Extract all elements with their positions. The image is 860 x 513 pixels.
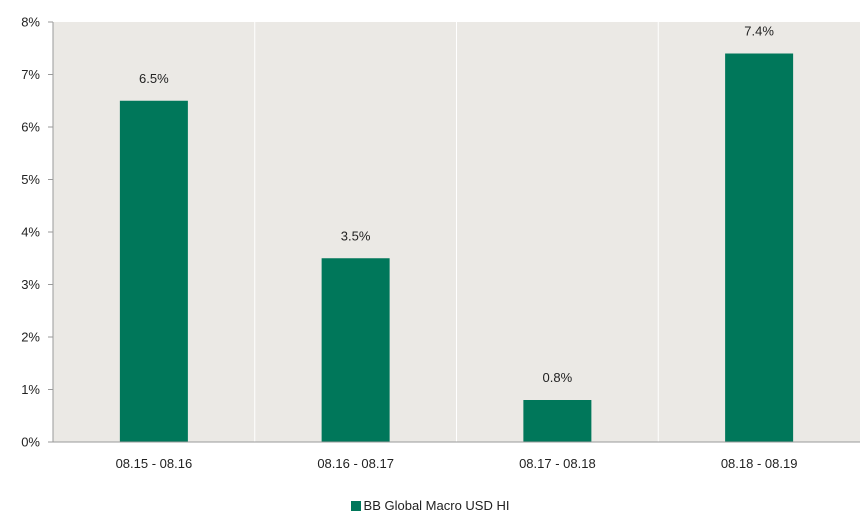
bar [119, 100, 188, 442]
y-tick-label: 8% [21, 15, 40, 30]
bar [725, 53, 794, 442]
y-tick-label: 0% [21, 435, 40, 450]
y-axis-ticks: 0% 1% 2% 3% 4% 5% 6% 7% 8% [21, 15, 53, 450]
data-labels: 6.5% 3.5% 0.8% 7.4% [139, 24, 774, 386]
data-label: 3.5% [341, 228, 371, 243]
y-tick-label: 7% [21, 67, 40, 82]
y-tick-label: 3% [21, 277, 40, 292]
y-tick-label: 2% [21, 330, 40, 345]
y-tick-label: 1% [21, 382, 40, 397]
data-label: 7.4% [744, 24, 774, 39]
legend: BB Global Macro USD HI [0, 498, 860, 513]
x-tick-label: 08.18 - 08.19 [721, 456, 798, 471]
legend-swatch [350, 501, 361, 511]
bar [321, 258, 390, 442]
bar [523, 400, 592, 442]
bars [119, 53, 794, 442]
data-label: 0.8% [543, 370, 573, 385]
x-axis-ticks: 08.15 - 08.16 08.16 - 08.17 08.17 - 08.18 0… [116, 456, 798, 471]
data-label: 6.5% [139, 71, 169, 86]
x-tick-label: 08.15 - 08.16 [116, 456, 193, 471]
category-separators [254, 22, 659, 442]
x-tick-label: 08.17 - 08.18 [519, 456, 596, 471]
y-tick-label: 4% [21, 225, 40, 240]
x-tick-label: 08.16 - 08.17 [317, 456, 394, 471]
legend-label: BB Global Macro USD HI [363, 498, 510, 513]
y-tick-label: 6% [21, 120, 40, 135]
y-tick-label: 5% [21, 172, 40, 187]
